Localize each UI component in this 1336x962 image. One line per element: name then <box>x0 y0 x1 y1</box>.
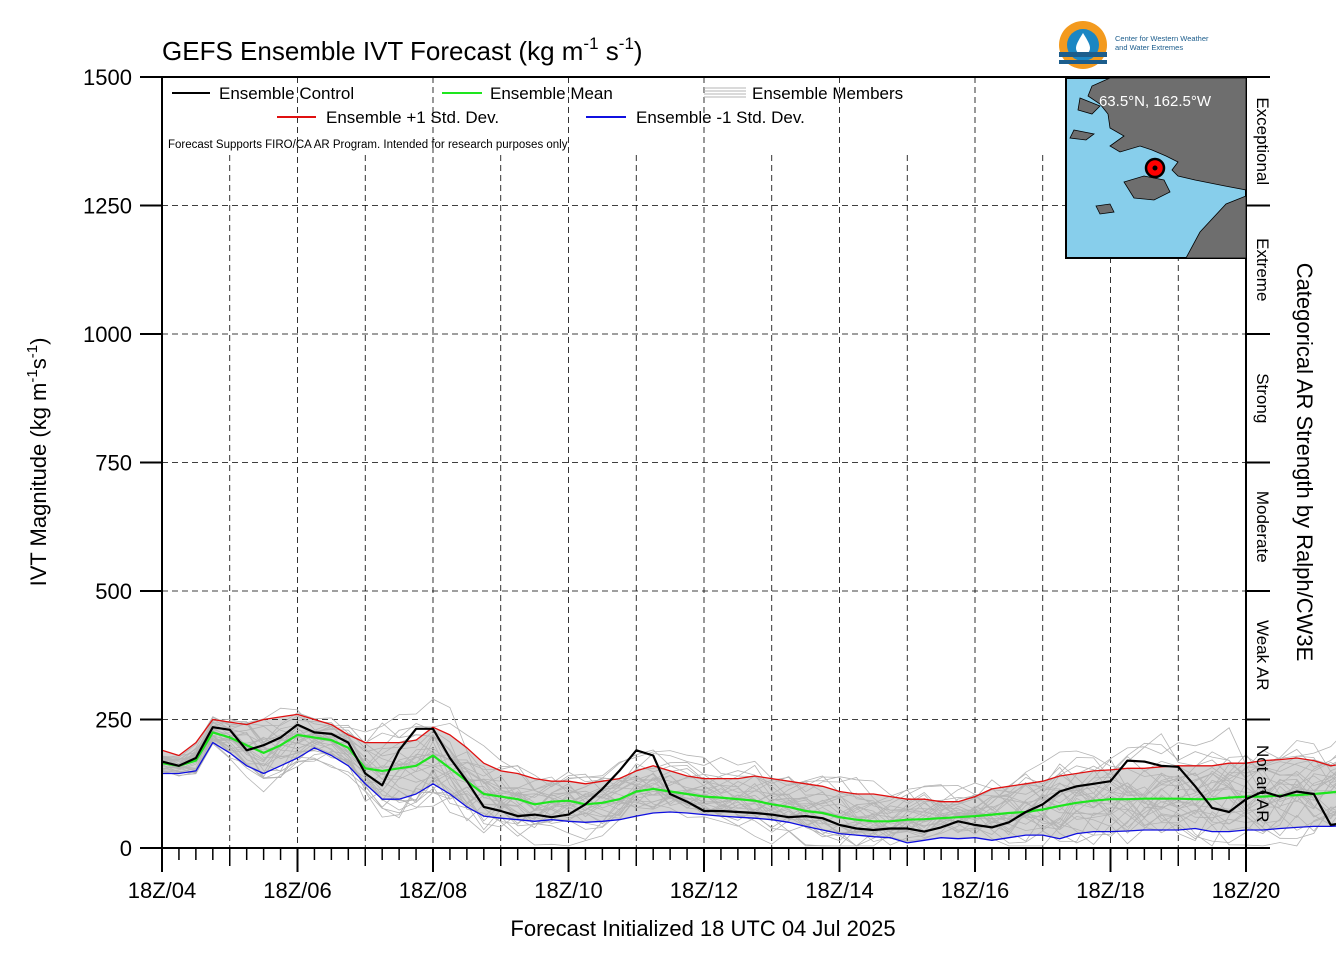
legend-mean: Ensemble Mean <box>490 84 613 103</box>
x-axis-label: Forecast Initialized 18 UTC 04 Jul 2025 <box>510 916 895 941</box>
series-member-line <box>161 727 1336 833</box>
legend-minus: Ensemble -1 Std. Dev. <box>636 108 805 127</box>
legend-members: Ensemble Members <box>752 84 903 103</box>
legend-plus: Ensemble +1 Std. Dev. <box>326 108 499 127</box>
inset-location-label: 63.5°N, 162.5°W <box>1099 93 1212 110</box>
x-tick-label: 18Z/10 <box>534 878 603 903</box>
series-member-line <box>161 722 1336 842</box>
series-member-line <box>161 718 1336 847</box>
inset-map: 63.5°N, 162.5°W <box>1065 77 1247 259</box>
series-member-line <box>161 743 1336 835</box>
category-label: Extreme <box>1253 238 1272 301</box>
series-member-line <box>161 720 1336 845</box>
series-member-line <box>161 737 1336 831</box>
research-note: Forecast Supports FIRO/CA AR Program. In… <box>168 139 568 151</box>
logo-text-line1: Center for Western Weather <box>1115 34 1209 43</box>
legend: Ensemble Control Ensemble Mean Ensemble … <box>168 84 903 151</box>
right-axis-label: Categorical AR Strength by Ralph/CW3E <box>1292 263 1317 662</box>
legend-control: Ensemble Control <box>219 84 354 103</box>
series-member-line <box>161 729 1336 835</box>
y-tick-label: 500 <box>95 579 132 604</box>
category-label: Weak AR <box>1253 620 1272 691</box>
y-tick-label: 250 <box>95 708 132 733</box>
x-tick-label: 18Z/04 <box>128 878 197 903</box>
category-label: Strong <box>1253 373 1272 423</box>
series-member-line <box>161 726 1336 844</box>
series-member-line <box>161 733 1336 844</box>
series-minus-std-line <box>162 741 1336 844</box>
y-tick-label: 1000 <box>83 322 132 347</box>
series-control-line <box>161 723 1336 833</box>
y-tick-label: 0 <box>120 836 132 861</box>
y-tick-label: 1250 <box>83 194 132 219</box>
x-tick-label: 18Z/06 <box>263 878 332 903</box>
series-member-line <box>161 707 1336 831</box>
category-label: Not an AR <box>1253 745 1272 823</box>
series-member-line <box>161 733 1336 835</box>
y-axis-label: IVT Magnitude (kg m-1s-1) <box>24 338 51 587</box>
series-member-line <box>161 727 1336 844</box>
x-tick-label: 18Z/16 <box>941 878 1010 903</box>
x-tick-label: 18Z/12 <box>670 878 739 903</box>
series-member-line <box>161 735 1336 824</box>
category-label: Exceptional <box>1253 97 1272 185</box>
series-member-line <box>161 718 1336 840</box>
chart-title: GEFS Ensemble IVT Forecast (kg m-1 s-1) <box>162 34 643 66</box>
x-tick-label: 18Z/20 <box>1212 878 1281 903</box>
category-label: Moderate <box>1253 491 1272 563</box>
series-mean-line <box>161 731 1336 823</box>
x-tick-label: 18Z/14 <box>805 878 874 903</box>
series-plus-std-line <box>161 713 1336 803</box>
x-tick-label: 18Z/18 <box>1076 878 1145 903</box>
logo-text-line2: and Water Extremes <box>1115 43 1183 52</box>
series-member-line <box>161 715 1336 847</box>
x-tick-label: 18Z/08 <box>399 878 468 903</box>
series-member-line <box>161 722 1336 839</box>
y-tick-label: 1500 <box>83 65 132 90</box>
y-tick-label: 750 <box>95 451 132 476</box>
cw3e-logo: Center for Western Weather and Water Ext… <box>1059 21 1209 69</box>
